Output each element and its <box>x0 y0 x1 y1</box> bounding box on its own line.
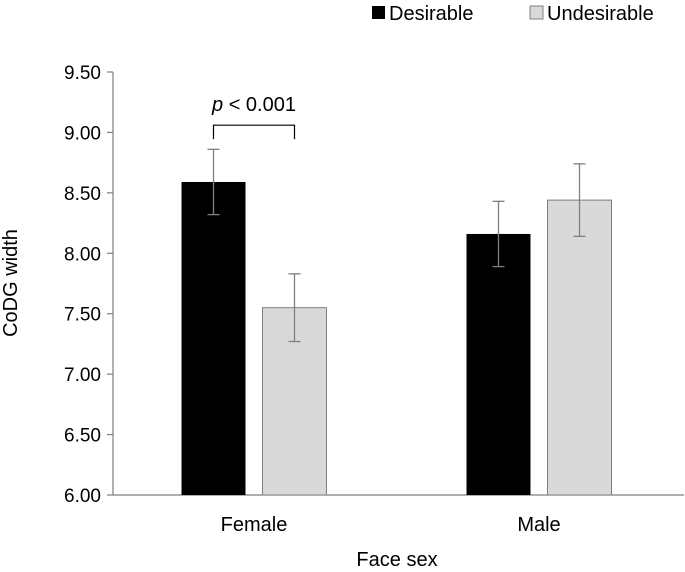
y-tick-label: 9.50 <box>64 63 101 84</box>
x-category-label: Male <box>517 514 560 536</box>
error-bars <box>207 148 586 343</box>
y-tick-label: 6.00 <box>64 486 101 507</box>
bar-female-desirable <box>181 181 246 496</box>
legend-label-undesirable: Undesirable <box>547 3 654 25</box>
legend-swatch-undesirable <box>529 5 544 20</box>
significance-bracket <box>212 124 296 140</box>
bar-male-undesirable <box>547 199 612 496</box>
y-tick-label: 8.00 <box>64 244 101 265</box>
y-tick-label: 6.50 <box>64 426 101 447</box>
y-tick-label: 8.50 <box>64 184 101 205</box>
x-axis-title: Face sex <box>356 549 437 571</box>
legend-swatch-desirable <box>372 6 385 19</box>
y-tick-label: 7.00 <box>64 365 101 386</box>
category-labels: Female Male <box>221 514 561 536</box>
p-symbol: p <box>211 94 223 116</box>
y-axis-title: CoDG width <box>0 229 22 337</box>
y-ticks: 6.00 6.50 7.00 7.50 8.00 8.50 9.00 9.50 <box>64 63 113 507</box>
significance-label: p < 0.001 <box>211 94 296 116</box>
p-value-text: < 0.001 <box>223 94 296 116</box>
legend-label-desirable: Desirable <box>389 3 473 25</box>
significance-annotation: p < 0.001 <box>211 94 296 140</box>
x-category-label: Female <box>221 514 288 536</box>
bar-male-desirable <box>466 233 531 495</box>
y-tick-label: 7.50 <box>64 305 101 326</box>
y-tick-label: 9.00 <box>64 123 101 144</box>
bars <box>181 181 612 496</box>
legend: Desirable Undesirable <box>372 3 654 25</box>
